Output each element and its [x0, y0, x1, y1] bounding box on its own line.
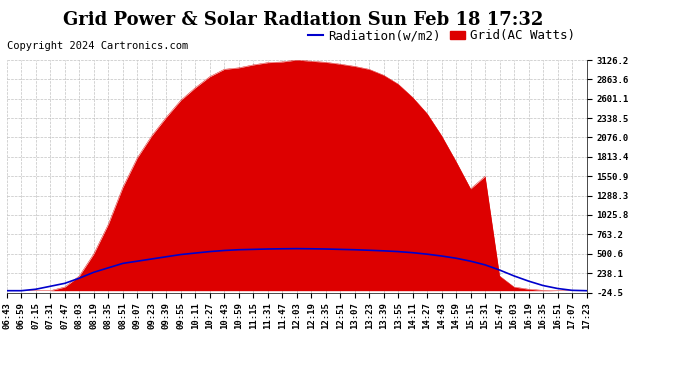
Text: Copyright 2024 Cartronics.com: Copyright 2024 Cartronics.com — [7, 41, 188, 51]
Text: Grid Power & Solar Radiation Sun Feb 18 17:32: Grid Power & Solar Radiation Sun Feb 18 … — [63, 11, 544, 29]
Legend: Radiation(w/m2), Grid(AC Watts): Radiation(w/m2), Grid(AC Watts) — [303, 24, 580, 47]
